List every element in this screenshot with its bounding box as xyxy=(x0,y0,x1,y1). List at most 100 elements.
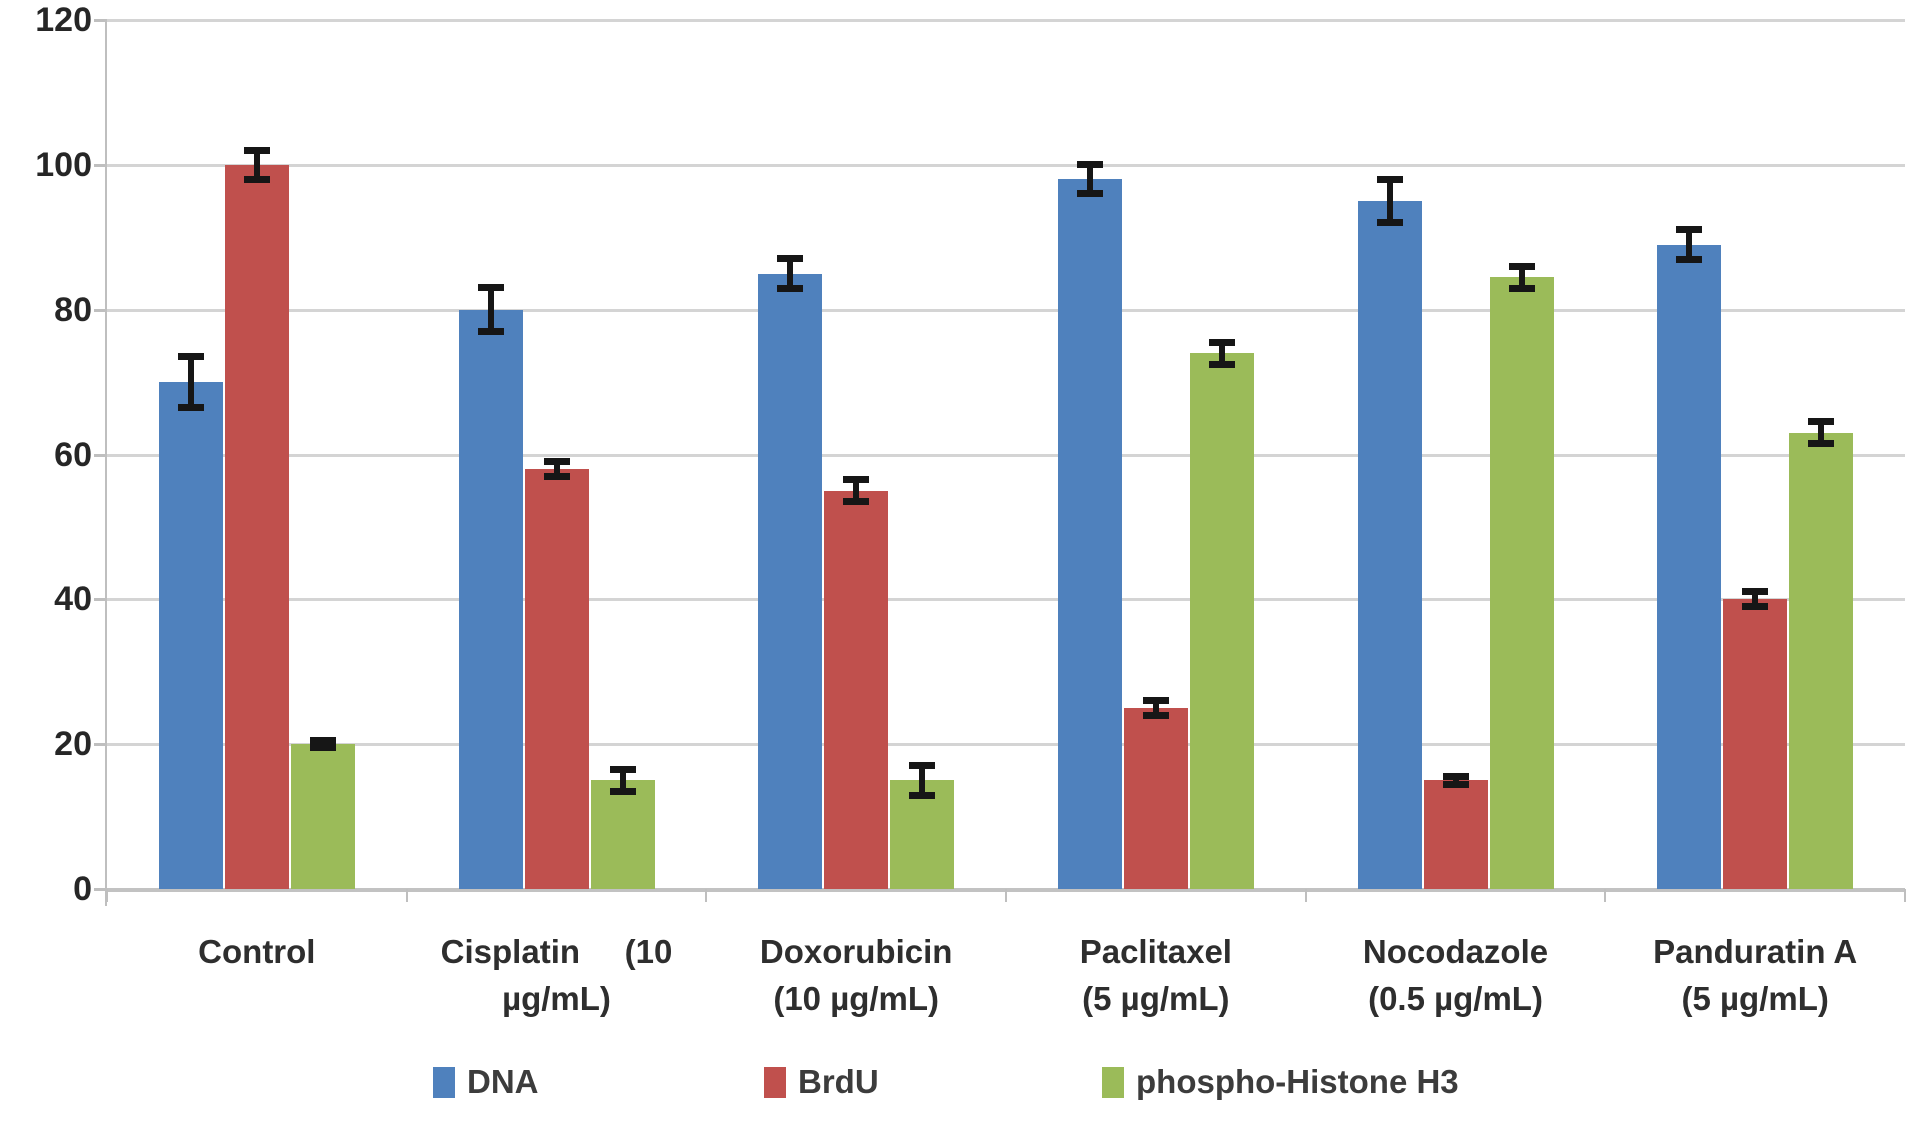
error-bar-part xyxy=(177,404,204,412)
error-bar xyxy=(1808,418,1835,448)
error-bar-part xyxy=(187,353,194,412)
error-bar xyxy=(1376,175,1403,227)
bar-brdu-3 xyxy=(1123,697,1188,889)
bar-phospho-histone-h3-5 xyxy=(1789,418,1854,889)
y-tick-80 xyxy=(94,308,107,312)
x-axis-category-labels: Control Cisplatin (10 µg/mL) Doxorubicin (10 … xyxy=(107,928,1905,1022)
error-bar-part xyxy=(787,255,794,292)
error-bar-part xyxy=(777,255,804,263)
bar-brdu-2 xyxy=(824,476,889,889)
x-tick-1 xyxy=(405,889,408,902)
error-bar xyxy=(909,762,936,799)
error-bar-part xyxy=(487,284,494,336)
bar-dna-3 xyxy=(1057,161,1122,889)
error-bar-part xyxy=(1742,603,1769,611)
category-label-1: Cisplatin (10 µg/mL) xyxy=(407,928,707,1022)
bar-group-4 xyxy=(1306,20,1606,889)
error-bar-part xyxy=(477,284,504,292)
error-bar-part xyxy=(909,762,936,770)
y-tick-label-0: 0 xyxy=(73,870,92,908)
error-bar-part xyxy=(1752,588,1759,611)
legend-item-dna: DNA xyxy=(433,1052,539,1112)
bar-phospho-histone-h3-4 xyxy=(1489,262,1554,889)
error-bar-part xyxy=(309,744,336,752)
x-tick-3 xyxy=(1005,889,1007,902)
bar-dna-5 xyxy=(1657,226,1722,889)
y-tick-120 xyxy=(94,19,107,22)
bar-phospho-histone-h3-0 xyxy=(290,736,355,889)
legend-item-brdu: BrdU xyxy=(764,1052,879,1112)
category-label-3: Paclitaxel (5 µg/mL) xyxy=(1006,928,1306,1022)
bar-group-1 xyxy=(407,20,707,889)
y-tick-100 xyxy=(94,163,107,167)
bar-dna-4 xyxy=(1357,175,1422,889)
y-tick-label-20: 20 xyxy=(54,725,92,764)
x-tick-0 xyxy=(106,889,108,902)
error-bar-part xyxy=(553,458,560,480)
error-bar-part xyxy=(543,458,570,466)
legend-swatch-phospho-histone-h3 xyxy=(1102,1066,1124,1098)
error-bar xyxy=(1676,226,1703,263)
bar-group-5 xyxy=(1605,20,1905,889)
error-bar xyxy=(609,765,636,795)
error-bar-part xyxy=(1376,175,1403,183)
error-bar-part xyxy=(309,736,336,744)
legend-label: BrdU xyxy=(798,1063,879,1100)
error-bar-part xyxy=(319,736,326,752)
bar-group-0 xyxy=(107,20,407,889)
category-label-2: Doxorubicin (10 µg/mL) xyxy=(706,928,1006,1022)
error-bar-part xyxy=(609,787,636,795)
y-tick-label-80: 80 xyxy=(54,290,92,329)
category-label-line: (0.5 µg/mL) xyxy=(1368,980,1543,1017)
category-label-4: Nocodazole (0.5 µg/mL) xyxy=(1306,928,1606,1022)
gridline-80 xyxy=(107,308,1905,312)
error-bar-part xyxy=(1142,697,1169,705)
plot-area xyxy=(94,19,1906,902)
category-label-line: (10 µg/mL) xyxy=(773,980,940,1017)
error-bar-part xyxy=(1142,711,1169,719)
error-bar xyxy=(1508,262,1535,292)
x-tick-4 xyxy=(1304,889,1307,902)
error-bar-part xyxy=(1218,338,1225,368)
y-tick-label-60: 60 xyxy=(54,435,92,474)
error-bar-part xyxy=(177,353,204,361)
y-tick-label-40: 40 xyxy=(54,580,92,619)
y-tick-label-100: 100 xyxy=(35,145,92,184)
category-label-line: µg/mL) xyxy=(502,980,611,1017)
legend-swatch-brdu xyxy=(764,1066,786,1098)
error-bar xyxy=(309,736,336,752)
error-bar-part xyxy=(1508,262,1535,270)
error-bar-part xyxy=(843,498,870,506)
category-label-line: Panduratin A xyxy=(1653,933,1858,970)
y-tick-60 xyxy=(94,453,107,457)
error-bar-part xyxy=(619,765,626,795)
y-tick-20 xyxy=(94,743,107,747)
error-bar-part xyxy=(1442,780,1469,788)
category-label-part: (10 xyxy=(624,933,673,970)
error-bar-part xyxy=(777,284,804,292)
bar-dna-1 xyxy=(458,284,523,889)
category-label-line: Control xyxy=(198,933,316,970)
error-bar-part xyxy=(1208,360,1235,368)
bar-group-2 xyxy=(706,20,1006,889)
error-bar-part xyxy=(1086,161,1093,198)
error-bar-part xyxy=(477,328,504,336)
bar-dna-2 xyxy=(758,255,823,889)
legend-label: DNA xyxy=(467,1063,539,1100)
error-bar xyxy=(1742,588,1769,611)
legend-item-phospho-histone-h3: phospho-Histone H3 xyxy=(1102,1052,1459,1112)
bar-phospho-histone-h3-2 xyxy=(890,762,955,889)
error-bar-part xyxy=(1376,219,1403,227)
legend: DNA BrdU phospho-Histone H3 xyxy=(0,1052,1912,1112)
error-bar-part xyxy=(1742,588,1769,596)
error-bar xyxy=(1208,338,1235,368)
error-bar-part xyxy=(1518,262,1525,292)
error-bar xyxy=(477,284,504,336)
error-bar-part xyxy=(1676,255,1703,263)
bar-brdu-1 xyxy=(524,458,589,889)
gridline-120 xyxy=(107,19,1905,22)
error-bar xyxy=(1442,773,1469,788)
legend-label: phospho-Histone H3 xyxy=(1136,1063,1459,1100)
error-bar-part xyxy=(919,762,926,799)
